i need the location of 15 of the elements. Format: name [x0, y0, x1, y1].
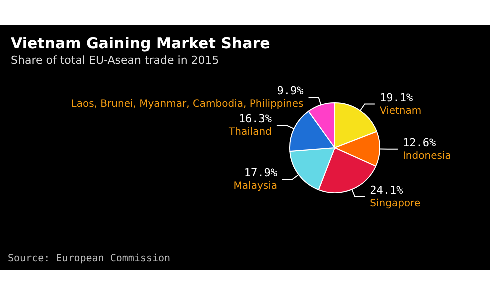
source-note: Source: European Commission: [8, 254, 171, 264]
slice-label: Malaysia: [234, 181, 278, 192]
data-label: 9.9%: [277, 84, 304, 98]
chart-title: Vietnam Gaining Market Share: [11, 34, 270, 52]
slice-label: Singapore: [370, 198, 421, 210]
data-label: 24.1%: [370, 184, 404, 198]
data-label: 19.1%: [380, 91, 414, 104]
slice-label: Indonesia: [402, 150, 452, 162]
data-label: 16.3%: [238, 112, 272, 126]
data-label: 17.9%: [244, 166, 278, 180]
data-label: 12.6%: [402, 136, 436, 150]
slice-label: Vietnam: [380, 106, 422, 117]
chart-subtitle: Share of total EU-Asean trade in 2015: [11, 54, 220, 67]
slice-label: Laos, Brunei, Myanmar, Cambodia, Philippines: [71, 99, 304, 110]
slice-label: Thailand: [228, 127, 272, 138]
